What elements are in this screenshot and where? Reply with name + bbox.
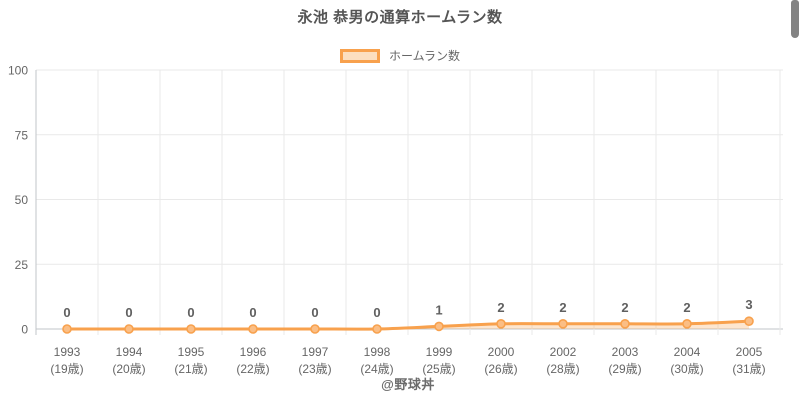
x-tick-label-year: 1993 [54,345,81,359]
data-point-label: 0 [311,305,318,320]
data-point-label: 0 [187,305,194,320]
data-point-label: 1 [435,302,442,317]
y-tick-label: 0 [21,323,28,337]
y-axis-labels: 0 25 50 75 100 [8,64,28,337]
data-point-label: 2 [559,300,566,315]
data-point[interactable] [744,316,754,327]
x-axis-labels: 1993 (19歳) 1994 (20歳) 1995 (21歳) 1996 (22歳) 1997… [50,345,765,376]
legend-label: ホームラン数 [388,49,461,63]
x-tick-label-age: (19歳) [50,362,83,376]
chart-title: 永池 恭男の通算ホームラン数 [297,9,503,26]
x-tick-label-age: (23歳) [298,362,331,376]
series-area [67,321,749,330]
data-point[interactable] [434,321,444,332]
x-tick-label-age: (20歳) [112,362,145,376]
x-tick-label-age: (28歳) [546,362,579,376]
footer-credit: @野球丼 [381,377,435,392]
x-gridlines [35,70,781,335]
x-tick-label-year: 2002 [550,345,577,359]
x-tick-label-age: (22歳) [236,362,269,376]
data-point-label: 0 [249,305,256,320]
data-point[interactable] [124,324,134,334]
x-tick-label-year: 2000 [488,345,515,359]
data-point-label: 2 [683,300,690,315]
x-tick-label-age: (30歳) [670,362,703,376]
x-tick-label-year: 1998 [364,345,391,359]
data-point-label: 2 [621,300,628,315]
data-labels: 0 0 0 0 0 0 1 2 2 2 2 3 [63,297,752,320]
data-point-label: 0 [373,305,380,320]
data-point[interactable] [248,324,258,334]
data-point-label: 2 [497,300,504,315]
data-point-label: 0 [63,305,70,320]
series-area [67,321,749,330]
y-gridlines [36,69,783,330]
data-point[interactable] [682,318,692,329]
y-tick-label: 100 [8,64,28,78]
data-point[interactable] [372,324,382,334]
data-point[interactable] [558,318,568,329]
data-point[interactable] [186,324,196,334]
x-tick-label-age: (25歳) [422,362,455,376]
x-tick-label-year: 1996 [240,345,267,359]
x-tick-label-year: 2004 [674,345,701,359]
x-tick-label-age: (26歳) [484,362,517,376]
x-tick-label-year: 2003 [612,345,639,359]
scrollbar-thumb[interactable] [791,0,799,38]
data-point[interactable] [496,318,506,329]
y-tick-label: 50 [15,193,29,207]
data-point-label: 3 [745,297,752,312]
x-tick-label-age: (29歳) [608,362,641,376]
data-point-label: 0 [125,305,132,320]
x-tick-label-age: (24歳) [360,362,393,376]
data-point[interactable] [620,318,630,329]
x-tick-label-age: (31歳) [732,362,765,376]
legend-swatch-icon [339,48,380,63]
x-tick-label-year: 2005 [736,345,763,359]
data-points [62,316,754,334]
x-tick-label-year: 1994 [116,345,143,359]
legend: ホームラン数 [0,47,800,64]
x-tick-label-year: 1997 [302,345,329,359]
y-tick-label: 25 [15,258,29,272]
y-tick-label: 75 [15,128,29,142]
data-point[interactable] [310,324,320,334]
x-tick-label-year: 1995 [178,345,205,359]
x-tick-label-year: 1999 [426,345,453,359]
x-tick-label-age: (21歳) [174,362,207,376]
legend-item-homeruns[interactable]: ホームラン数 [339,47,461,64]
data-point[interactable] [62,324,72,334]
